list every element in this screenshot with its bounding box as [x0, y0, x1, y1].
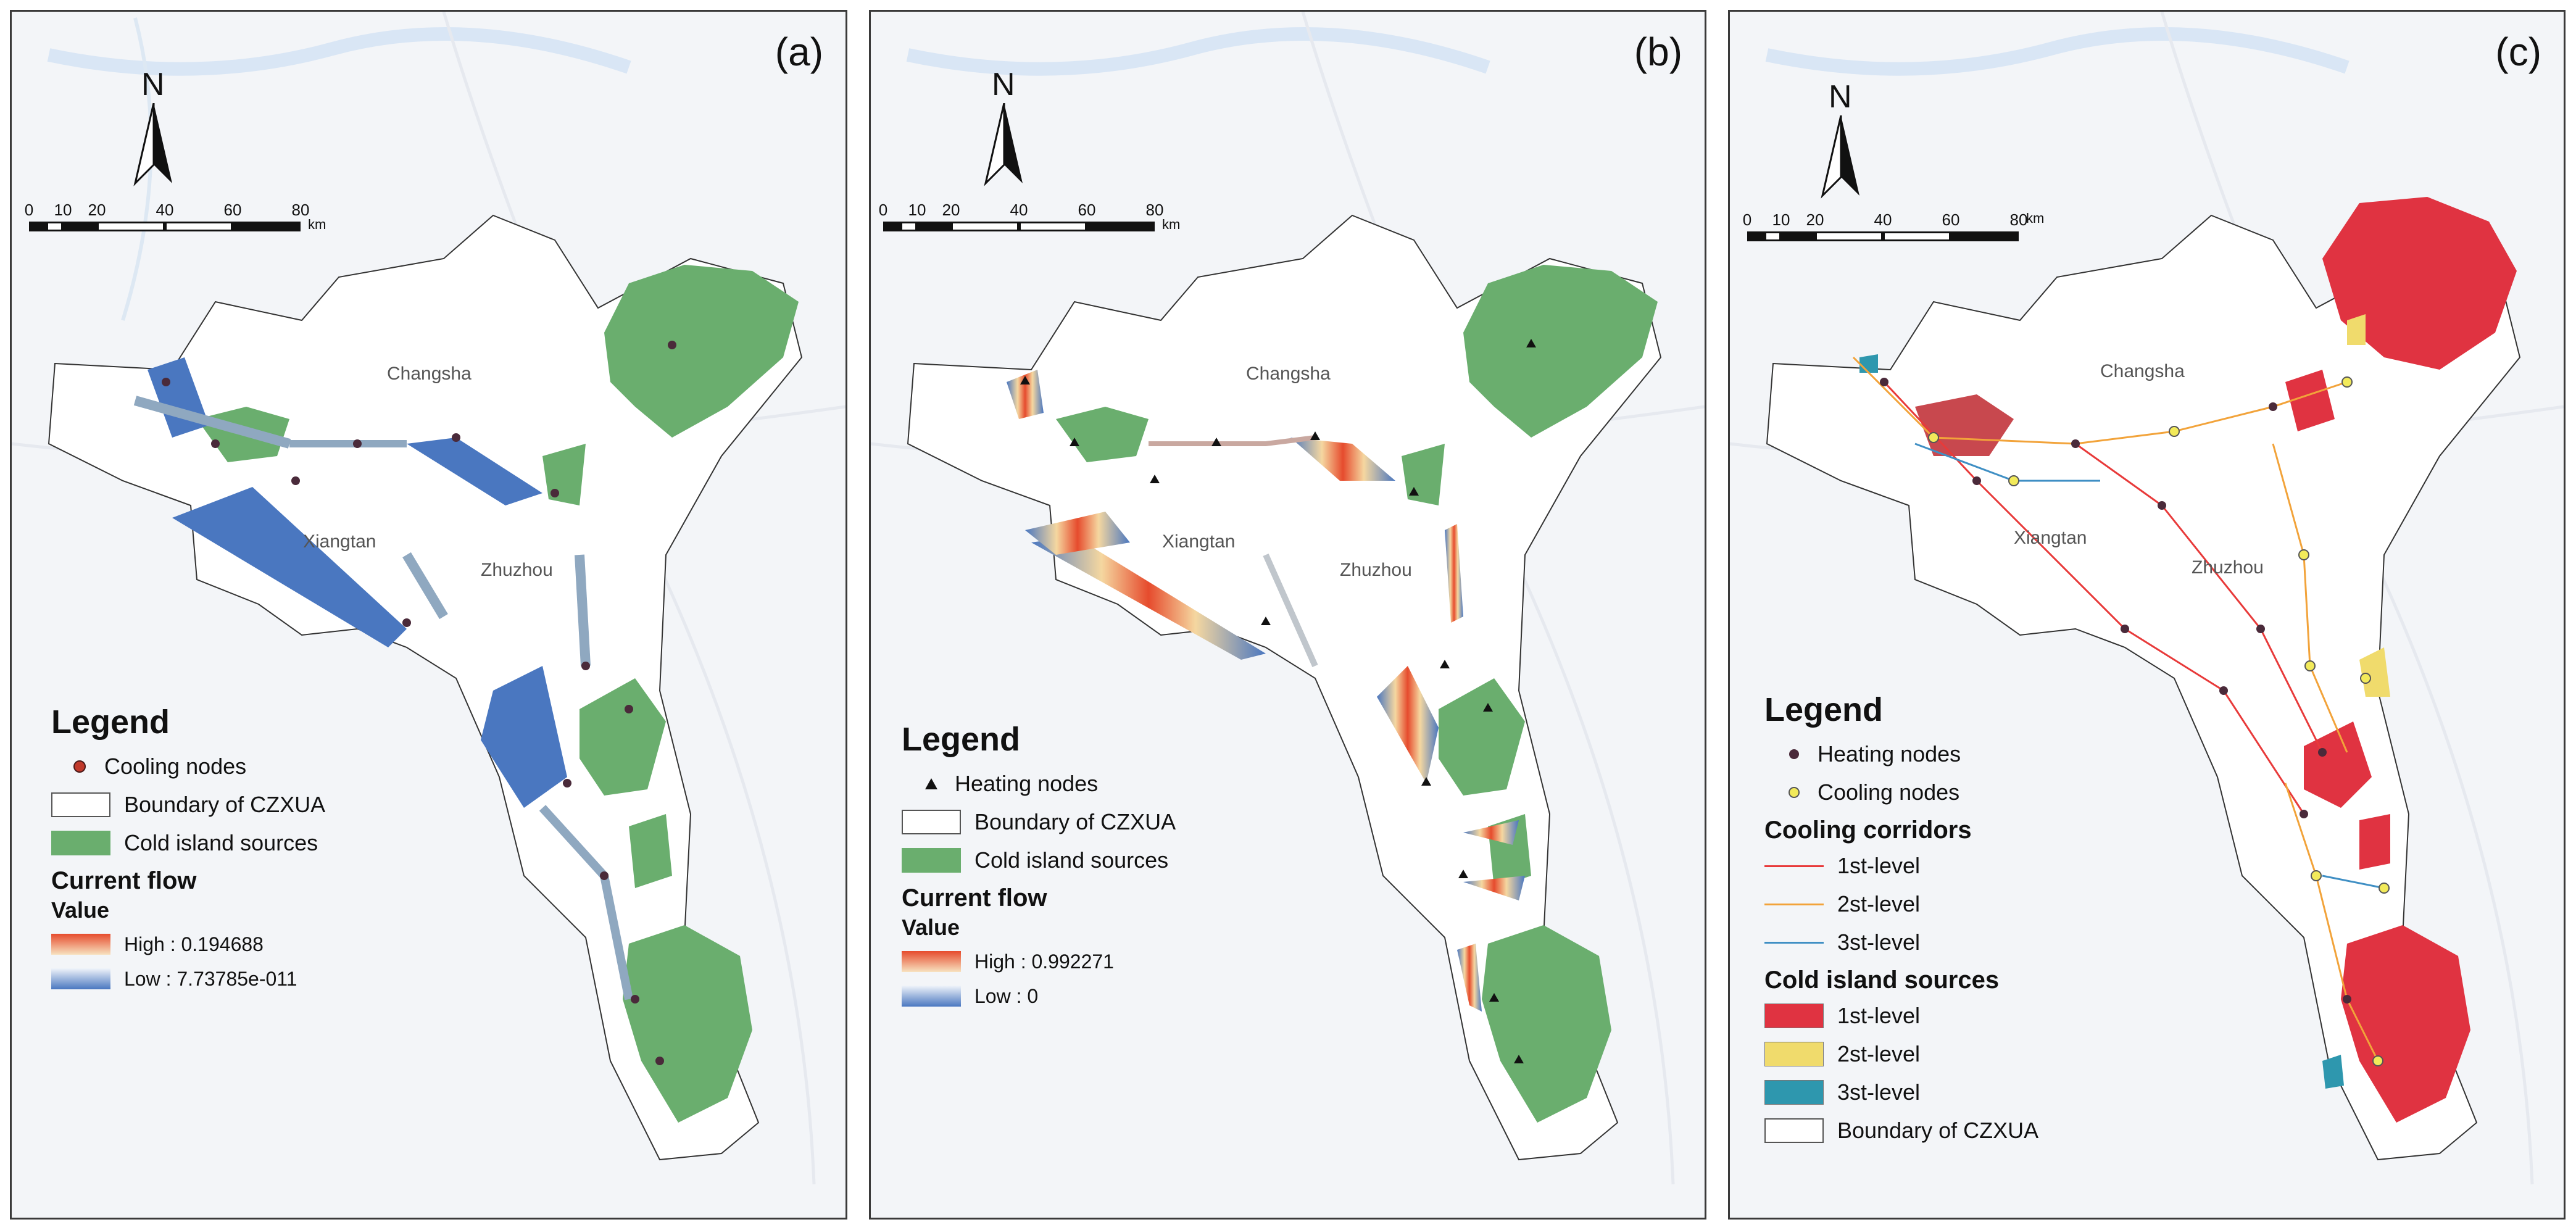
panel-label: (a)	[775, 30, 823, 74]
legend-b: Legend Heating nodes Boundary of CZXUA C…	[902, 720, 1176, 1013]
map-panel-c: (c) N 0 10 20 40 60 80 km Changsha Xiang…	[1728, 10, 2566, 1220]
node-dot-icon	[1789, 787, 1800, 798]
legend-ramp-subtitle: Value	[51, 897, 110, 923]
city-xiangtan: Xiangtan	[2014, 528, 2087, 548]
corridor-2nd	[1852, 356, 2348, 445]
scale-bar-icon: 0 10 20 40 60 80 km	[1743, 210, 2044, 247]
city-changsha: Changsha	[387, 364, 472, 384]
city-zhuzhou: Zhuzhou	[1340, 560, 1412, 580]
north-arrow-icon	[133, 103, 172, 186]
legend-corridor-2nd: 2st-level	[1764, 885, 2038, 923]
legend-item-cooling-nodes: Cooling nodes	[51, 747, 325, 786]
legend-ramp-title: Current flow	[51, 867, 197, 894]
legend-item-heating-nodes: Heating nodes	[1764, 735, 2038, 773]
legend-c: Legend Heating nodes Cooling nodes Cooli…	[1764, 691, 2038, 1150]
cold-island-se	[1482, 925, 1611, 1123]
legend-source-1st: 1st-level	[1764, 997, 2038, 1035]
cold-island-ne	[1463, 265, 1658, 438]
map-canvas-b	[871, 12, 1705, 1218]
source-1st-se	[2341, 925, 2470, 1123]
north-label: N	[992, 67, 1015, 102]
north-arrow-icon	[1821, 115, 1859, 199]
legend-item-cold-island: Cold island sources	[51, 824, 325, 862]
legend-item-cold-island: Cold island sources	[902, 841, 1176, 879]
legend-corridor-1st: 1st-level	[1764, 847, 2038, 885]
legend-item-cooling-nodes: Cooling nodes	[1764, 773, 2038, 812]
legend-ramp-low: Low : 7.73785e-011	[51, 962, 325, 996]
panel-label: (b)	[1634, 30, 1682, 74]
corridor-3rd	[2322, 875, 2385, 889]
node-triangle-icon	[925, 778, 937, 789]
city-zhuzhou: Zhuzhou	[2192, 557, 2264, 578]
city-zhuzhou: Zhuzhou	[481, 560, 553, 580]
city-changsha: Changsha	[1246, 364, 1331, 384]
cold-island-mid	[580, 678, 666, 796]
legend-corridors-title: Cooling corridors	[1764, 817, 1972, 844]
panel-label: (c)	[2495, 30, 2541, 74]
cold-island-mid	[1439, 678, 1525, 796]
corridor-1st	[2075, 443, 2324, 753]
scale-bar-icon: 0 10 20 40 60 80 km	[878, 201, 1181, 232]
city-xiangtan: Xiangtan	[1162, 531, 1236, 552]
north-arrow-icon	[984, 103, 1023, 186]
legend-a: Legend Cooling nodes Boundary of CZXUA C…	[51, 703, 325, 996]
legend-ramp-subtitle: Value	[902, 915, 960, 940]
legend-ramp-high: High : 0.194688	[51, 927, 325, 962]
source-1st-mid	[2304, 721, 2372, 808]
legend-source-2nd: 2st-level	[1764, 1035, 2038, 1073]
corridor-2nd	[2284, 783, 2379, 1062]
legend-source-3rd: 3st-level	[1764, 1073, 2038, 1112]
legend-title: Legend	[51, 704, 170, 741]
north-label: N	[141, 67, 165, 102]
city-changsha: Changsha	[2100, 361, 2185, 381]
legend-title: Legend	[1764, 691, 1884, 728]
legend-corridor-3rd: 3st-level	[1764, 923, 2038, 962]
cold-island-w	[1056, 407, 1149, 462]
legend-item-boundary: Boundary of CZXUA	[51, 786, 325, 824]
legend-ramp-title: Current flow	[902, 884, 1047, 912]
map-canvas-c	[1730, 12, 2564, 1218]
legend-item-heating-nodes: Heating nodes	[902, 765, 1176, 803]
node-dot-icon	[1789, 749, 1799, 759]
city-xiangtan: Xiangtan	[303, 531, 376, 552]
legend-item-boundary: Boundary of CZXUA	[1764, 1112, 2038, 1150]
corridor-2nd	[2272, 443, 2348, 753]
cold-island-se	[623, 925, 752, 1123]
legend-ramp-low: Low : 0	[902, 979, 1176, 1013]
cold-island-ne	[604, 265, 799, 438]
north-label: N	[1829, 79, 1852, 115]
legend-ramp-high: High : 0.992271	[902, 944, 1176, 979]
legend-sources-title: Cold island sources	[1764, 966, 2000, 994]
source-1st-ne	[2322, 197, 2517, 370]
map-panel-a: (a) N 0 10 20 40 60 80 km Changsha Xiang…	[10, 10, 847, 1220]
node-dot-icon	[73, 760, 86, 773]
map-panel-b: (b) N 0 10 20 40 60 80 km Changsha Xiang…	[869, 10, 1706, 1220]
legend-title: Legend	[902, 721, 1021, 758]
scale-bar-icon: 0 10 20 40 60 80 km	[24, 201, 326, 232]
map-canvas-a	[12, 12, 846, 1218]
legend-item-boundary: Boundary of CZXUA	[902, 803, 1176, 841]
